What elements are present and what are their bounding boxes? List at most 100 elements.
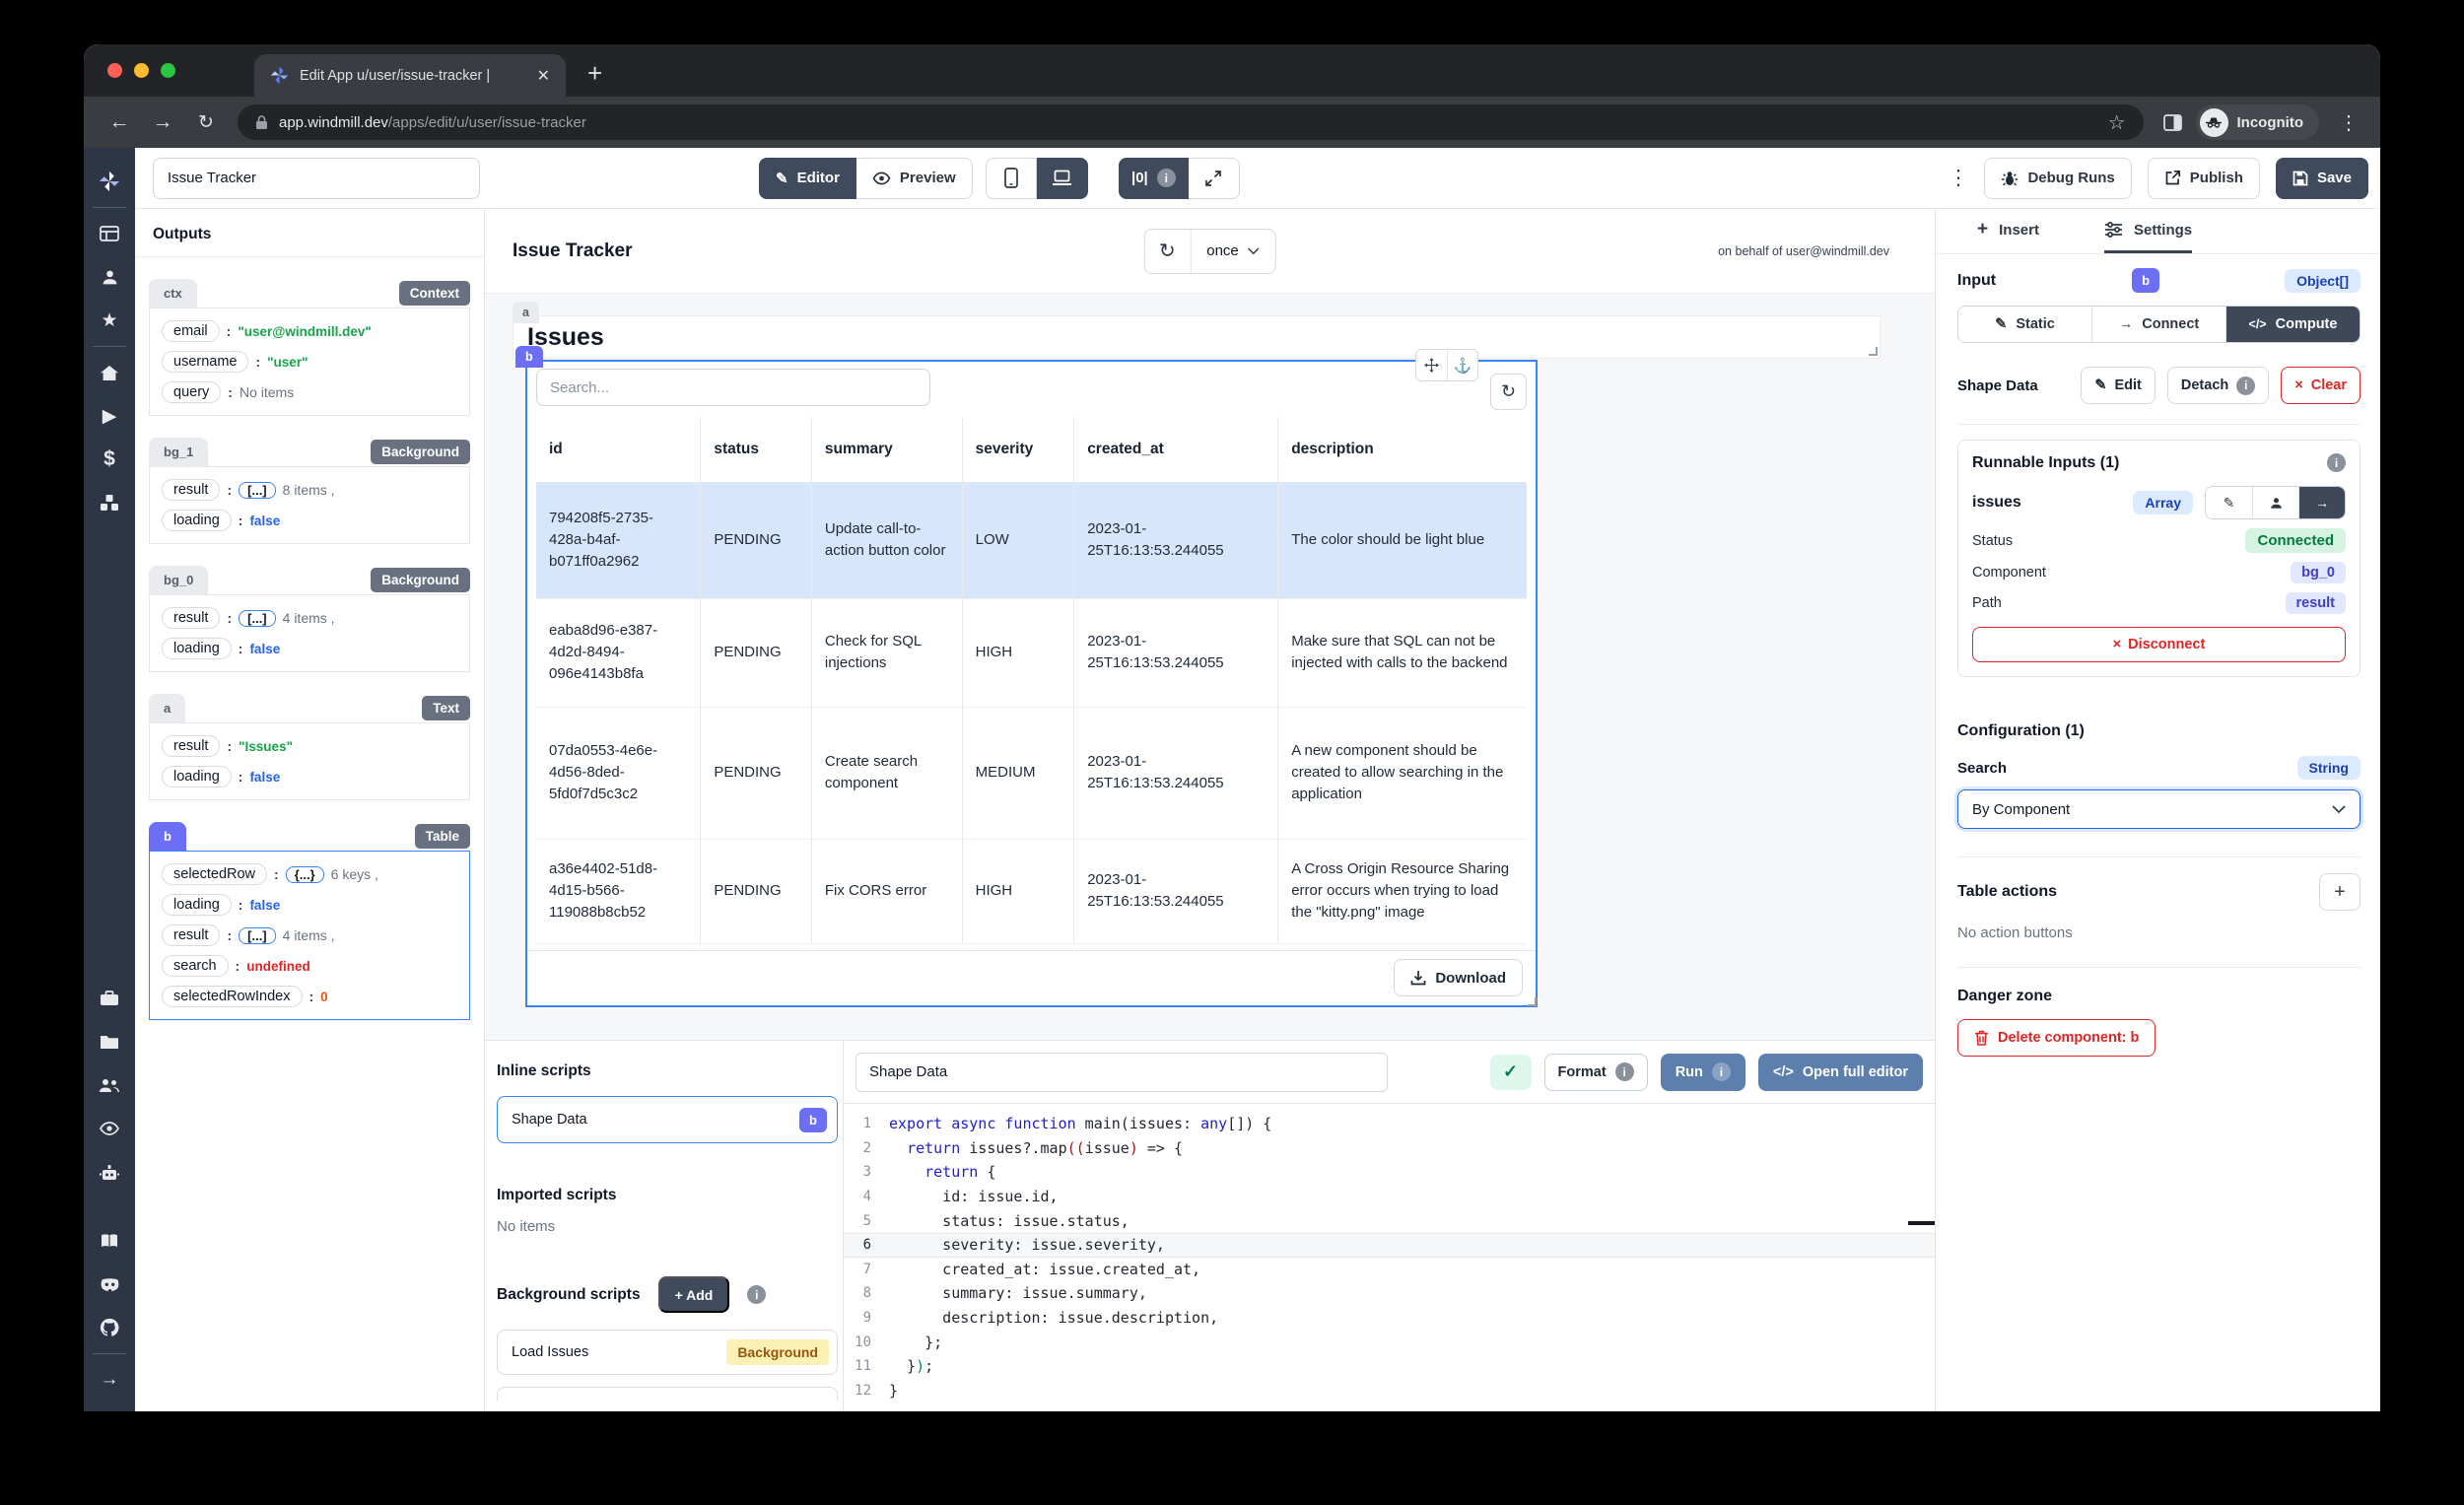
sidebar-item-schedules[interactable] [84,977,135,1020]
sidebar-item-audit-logs[interactable] [84,1107,135,1150]
outputs-toggle-button[interactable]: |0| i [1119,157,1189,199]
add-table-action-button[interactable]: + [2319,873,2361,911]
resize-handle[interactable] [1528,997,1537,1006]
background-script-item-partial[interactable] [497,1387,838,1401]
static-mini-button[interactable]: ✎ [2206,487,2252,518]
info-icon[interactable]: i [2327,453,2346,472]
output-row[interactable]: result: [...] 8 items , [162,479,457,501]
connect-mode-button[interactable]: → Connect [2091,307,2225,342]
output-section-id[interactable]: bg_0 [149,566,209,594]
column-header[interactable]: created_at [1073,417,1278,483]
output-row[interactable]: query: No items [162,381,457,403]
github-icon[interactable] [84,1306,135,1349]
browser-menu-icon[interactable]: ⋮ [2339,111,2359,134]
sidebar-item-workers[interactable] [84,1150,135,1194]
collapse-sidebar-arrow-icon[interactable]: → [100,1369,119,1390]
minimize-window-button[interactable] [134,63,149,78]
table-row[interactable]: a36e4402-51d8-4d15-b566-119088b8cb52 PEND… [536,839,1527,944]
output-section-id[interactable]: a [149,694,186,722]
sidebar-item-resources[interactable] [84,481,135,524]
save-button[interactable]: Save [2275,157,2368,199]
back-icon[interactable]: ← [108,110,130,133]
component-a-chip[interactable]: a [513,302,539,323]
collapsed-array-chip[interactable]: [...] [239,926,276,944]
app-canvas[interactable]: a Issues b ⚓ [485,294,1935,1040]
run-button[interactable]: Run i [1660,1053,1745,1091]
sidebar-item-variables[interactable]: $ [103,447,115,470]
code-line[interactable]: 9 description: issue.description, [862,1309,1219,1328]
user-mini-button[interactable] [2252,487,2298,518]
code-line[interactable]: 7 created_at: issue.created_at, [862,1260,1201,1278]
sidebar-item-apps[interactable] [84,212,135,255]
mobile-view-toggle[interactable] [986,157,1037,199]
sidebar-item-folders[interactable] [84,1020,135,1063]
column-header[interactable]: summary [810,417,963,483]
sidebar-item-favorites[interactable]: ★ [101,309,118,331]
compute-mode-button[interactable]: </> Compute [2225,307,2360,342]
clear-script-button[interactable]: × Clear [2281,367,2361,404]
collapsed-array-chip[interactable]: [...] [239,481,276,499]
sidebar-item-user[interactable] [84,255,135,299]
output-section-id[interactable]: bg_1 [149,438,209,466]
resize-handle[interactable] [1869,347,1878,356]
table-row[interactable]: 794208f5-2735-428a-b4af-b071ff0a2962 PEND… [536,482,1527,599]
table-row[interactable]: 07da0553-4e6e-4d56-8ded-5fd0f7d5c3c2 PEND… [536,707,1527,840]
inline-script-item[interactable]: Shape Data b [497,1096,838,1143]
recompute-refresh-icon[interactable]: ↻ [1144,229,1192,273]
output-section-id[interactable]: b [149,822,186,851]
editor-mode-button[interactable]: ✎ Editor [759,157,856,199]
output-row[interactable]: loading: false [162,510,457,531]
anchor-icon[interactable]: ⚓ [1447,350,1477,380]
code-line[interactable]: 10 }; [855,1333,943,1351]
path-badge[interactable]: result [2285,592,2346,614]
delete-component-button[interactable]: Delete component: b [1957,1019,2156,1057]
output-section-id[interactable]: ctx [149,279,197,308]
fullscreen-button[interactable] [1188,157,1240,199]
recompute-mode-dropdown[interactable]: once [1191,230,1275,273]
code-area[interactable]: 1 export async function main(issues: any[… [844,1104,1935,1411]
discord-icon[interactable] [84,1263,135,1306]
open-full-editor-button[interactable]: </> Open full editor [1757,1053,1923,1091]
code-line[interactable]: 8 summary: issue.summary, [862,1284,1147,1303]
collapsed-object-chip[interactable]: {...} [285,865,324,883]
output-row[interactable]: result: "Issues" [162,735,457,757]
output-row[interactable]: loading: false [162,766,457,787]
publish-button[interactable]: Publish [2147,157,2260,199]
move-handle-icon[interactable] [1416,350,1447,380]
reload-icon[interactable]: ↻ [198,111,214,133]
output-row[interactable]: result: [...] 4 items , [162,607,457,629]
more-options-icon[interactable]: ⋮ [1948,167,1969,189]
code-line[interactable]: 4 id: issue.id, [862,1188,1059,1206]
column-header[interactable]: status [700,417,812,483]
info-icon[interactable]: i [747,1285,767,1304]
search-mode-select[interactable]: By Component [1957,789,2361,829]
output-row[interactable]: loading: false [162,894,457,916]
code-line[interactable]: 3 return { [862,1163,996,1182]
output-row[interactable]: selectedRow: {...} 6 keys , [162,863,457,885]
code-line[interactable]: 6 severity: issue.severity, [844,1232,1935,1258]
text-component-a[interactable]: Issues [513,315,1881,359]
output-row[interactable]: email: "user@windmill.dev" [162,320,457,342]
sidebar-item-runs[interactable]: ▶ [102,405,117,427]
component-b-chip[interactable]: b [515,346,543,368]
format-button[interactable]: Format i [1543,1053,1648,1091]
code-line[interactable]: 2 return issues?.map((issue) => { [862,1138,1184,1157]
script-name-input[interactable] [856,1052,1388,1092]
add-background-script-button[interactable]: + Add [657,1276,730,1313]
tab-close-icon[interactable]: ✕ [536,67,550,85]
forward-icon[interactable]: → [152,110,173,133]
app-name-input[interactable] [153,157,480,199]
output-row[interactable]: search: undefined [162,955,457,977]
code-line[interactable]: 1 export async function main(issues: any[… [862,1115,1272,1133]
bookmark-star-icon[interactable]: ☆ [2107,111,2126,134]
column-header[interactable]: id [536,417,701,483]
debug-runs-button[interactable]: Debug Runs [1984,157,2132,199]
output-row[interactable]: selectedRowIndex:0 [162,986,457,1007]
preview-mode-button[interactable]: Preview [856,157,973,199]
static-mode-button[interactable]: ✎ Static [1958,307,2091,342]
side-panel-icon[interactable] [2162,113,2182,131]
output-row[interactable]: loading: false [162,638,457,659]
new-tab-button[interactable]: + [587,58,603,88]
output-row[interactable]: result: [...] 4 items , [162,924,457,946]
code-line[interactable]: 5 status: issue.status, [862,1211,1129,1230]
